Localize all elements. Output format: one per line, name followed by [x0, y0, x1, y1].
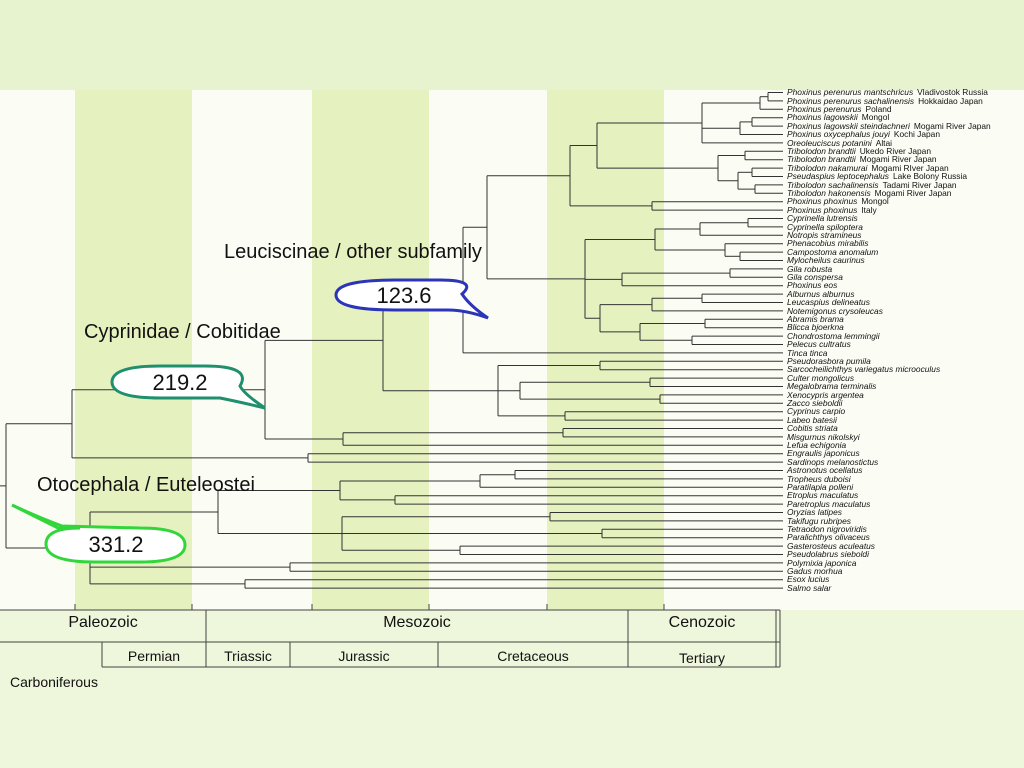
taxon-label: Tribolodon hakonensis Mogami River Japan	[787, 188, 952, 198]
taxon-label: Campostoma anomalum	[787, 246, 879, 257]
taxon-label: Gadus morhua	[787, 566, 843, 576]
taxon-label: Blicca bjoerkna	[787, 322, 844, 333]
taxon-label: Phoxinus eos	[787, 280, 838, 291]
taxon-label: Pseudolabrus sieboldi	[787, 549, 869, 560]
taxon-label: Polymixia japonica	[787, 557, 857, 568]
taxon-label: Gila robusta	[787, 263, 833, 274]
taxon-label: Engraulis japonicus	[787, 448, 860, 459]
taxon-label: Leucaspius delineatus	[787, 297, 870, 308]
time-band-jurassic	[312, 90, 429, 610]
taxon-label: Tropheus duboisi	[787, 473, 851, 484]
taxon-label: Abramis brama	[787, 314, 844, 324]
period-cretaceous: Cretaceous	[497, 648, 569, 664]
clade-label-otocephala: Otocephala / Euteleostei	[37, 474, 255, 496]
clade-label-leuciscinae: Leuciscinae / other subfamily	[224, 241, 482, 263]
bubble-219-2: 219.2	[110, 364, 266, 410]
taxon-label: Pelecus cultratus	[787, 339, 851, 350]
taxon-label: Notemigonus crysoleucas	[787, 305, 883, 316]
taxon-label: Pseudorasbora pumila	[787, 356, 871, 366]
taxon-label: Phoxinus perenurus sachalinensis Hokkaida…	[787, 95, 983, 106]
taxon-label: Tinca tinca	[787, 347, 828, 358]
taxon-label: Labeo batesii	[787, 414, 837, 425]
period-triassic: Triassic	[224, 648, 272, 664]
taxon-label: Alburnus alburnus	[787, 288, 855, 299]
taxon-label: Gasterosteus aculeatus	[787, 540, 875, 551]
taxon-label: Culter mongolicus	[787, 372, 855, 383]
taxon-label: Tribolodon brandtii Ukedo River Japan	[787, 146, 931, 156]
taxon-label: Phoxinus perenurus Poland	[787, 104, 892, 114]
taxon-label: Tribolodon nakamurai Mogami RIver Japan	[787, 162, 949, 173]
period-carboniferous: Carboniferous	[10, 674, 98, 690]
taxon-label: Paretroplus maculatus	[787, 498, 871, 509]
period-tertiary: Tertiary	[679, 650, 725, 666]
taxon-label: Phoxinus perenurus mantschricus Vladivost…	[787, 87, 988, 98]
period-jurassic: Jurassic	[338, 648, 390, 664]
era-paleozoic: Paleozoic	[68, 614, 138, 631]
taxon-label: Tribolodon sachalinensis Tadami River Jap…	[787, 179, 957, 190]
taxon-label: Tetraodon nigroviridis	[787, 524, 867, 534]
taxon-label: Xenocypris argentea	[787, 389, 864, 400]
taxon-label: Sardinops melanostictus	[787, 456, 879, 467]
clade-label-cyprinidae: Cyprinidae / Cobitidae	[84, 321, 281, 343]
taxon-label: Lefua echigonia	[787, 440, 847, 450]
taxon-label: Cobitis striata	[787, 423, 838, 434]
era-cenozoic: Cenozoic	[668, 614, 736, 631]
taxon-label: Esox lucius	[787, 574, 830, 585]
taxon-label: Paralichthys olivaceus	[787, 532, 870, 543]
taxon-label: Tribolodon brandtii Mogami River Japan	[787, 154, 937, 165]
taxon-label: Cyprinella spiloptera	[787, 221, 863, 232]
taxon-label: Mylocheilus caurinus	[787, 255, 865, 266]
bubble-value: 123.6	[376, 283, 431, 308]
taxon-label: Salmo salar	[787, 582, 832, 593]
taxon-label: Megalobrama terminalis	[787, 381, 877, 392]
taxon-label: Cyprinus carpio	[787, 406, 846, 417]
taxon-label: Astronotus ocellatus	[787, 465, 863, 476]
taxon-label: Sarcocheilichthys variegatus microoculus	[787, 364, 941, 375]
taxon-label: Oreoleuciscus potanini Altai	[787, 137, 893, 148]
bubble-123-6: 123.6	[334, 278, 489, 320]
taxon-label: Pseudaspius leptocephalus Lake Bolony Rus…	[787, 171, 967, 182]
bubble-value: 219.2	[152, 370, 207, 395]
period-permian: Permian	[127, 648, 181, 664]
slide-header-band	[0, 0, 1024, 90]
era-mesozoic: Mesozoic	[383, 614, 451, 631]
taxon-label: Etroplus maculatus	[787, 490, 859, 501]
taxon-label: Phoxinus phoxinus Mongol	[787, 196, 889, 207]
time-band-permian	[75, 90, 192, 610]
taxon-label: Phoxinus oxycephalus jouyi Kochi Japan	[787, 129, 940, 140]
taxon-label: Zacco sieboldii	[787, 398, 843, 408]
taxon-label: Paratilapia polleni	[787, 482, 854, 492]
taxon-label: Notropis stramineus	[787, 230, 862, 240]
taxon-label: Phoxinus lagowskii steindachneri Mogami R…	[787, 120, 991, 131]
taxon-label: Takifugu rubripes	[787, 515, 851, 526]
taxon-label: Oryzias latipes	[787, 507, 842, 518]
taxon-label: Cyprinella lutrensis	[787, 213, 858, 224]
taxon-label: Phoxinus phoxinus Italy	[787, 204, 877, 215]
taxon-label: Chondrostoma lemmingii	[787, 330, 880, 341]
bubble-value: 331.2	[88, 532, 143, 557]
taxon-label: Misgurnus nikolskyi	[787, 431, 860, 442]
bubble-331-2: 331.2	[11, 503, 187, 564]
taxon-label: Phoxinus lagowskii Mongol	[787, 112, 890, 123]
taxon-label: Phenacobius mirabilis	[787, 238, 869, 249]
taxon-label: Gila conspersa	[787, 272, 843, 282]
time-band-tertiary	[547, 90, 664, 610]
